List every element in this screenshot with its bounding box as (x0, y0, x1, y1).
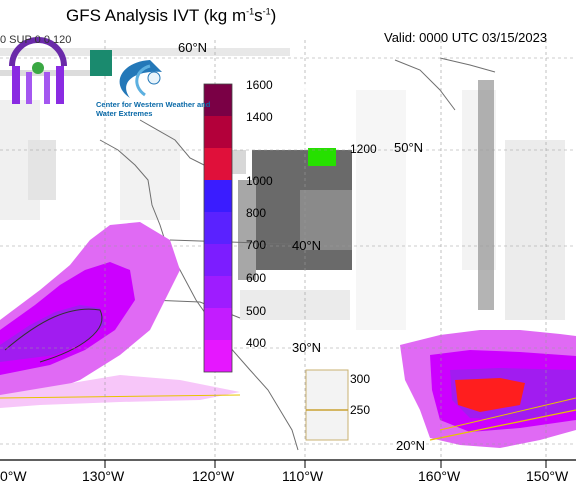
artifact-block (120, 130, 180, 220)
colorbar-swatch (204, 212, 232, 244)
logo-wave (135, 64, 151, 97)
lon-label-150w: 150°W (526, 468, 569, 484)
artifact-block (232, 150, 246, 174)
logo-arc (9, 37, 67, 67)
contour-yellow (429, 409, 576, 441)
lon-label-110w: 110°W (282, 468, 324, 484)
logo-org-name: Center for Western Weather and Water Ext… (96, 100, 211, 118)
artifact-block (478, 80, 494, 310)
lat-label-30n: 30°N (292, 340, 322, 355)
title-text: s (254, 6, 263, 25)
colorbar-tick-700: 700 (246, 238, 267, 252)
lon-label-160w: 160°W (418, 468, 461, 484)
green-marker (308, 148, 336, 166)
lon-label-120w: 120°W (192, 468, 235, 484)
colorbar-tick-800: 800 (246, 206, 267, 220)
lower-colorbar-box (305, 369, 349, 441)
colorbar-swatch (204, 244, 232, 276)
ivt-high (455, 378, 525, 412)
lon-label-130w: 130°W (82, 468, 125, 484)
title-superscript: -1 (262, 6, 271, 17)
ivt-contour (4, 308, 103, 363)
border-line (439, 57, 496, 73)
corner-label: 0 SUP 0 0 120 (0, 34, 72, 46)
colorbar-swatch (204, 180, 232, 212)
colorbar-swatch (204, 276, 232, 308)
ivt-plume-west (0, 222, 241, 408)
logo-bar (44, 72, 50, 104)
logo-bar (26, 72, 32, 104)
lon-label-140w: 0°W (0, 468, 27, 484)
title-text: ) (270, 6, 277, 25)
lat-label-40n: 40°N (292, 238, 322, 253)
artifact-block (356, 90, 406, 330)
border-line (139, 119, 211, 169)
colorbar-swatch (204, 340, 232, 372)
logo-wave (119, 60, 162, 98)
map-title: GFS Analysis IVT (kg m-1s-1) (66, 6, 276, 26)
lat-label-60n: 60°N (178, 40, 208, 55)
ivt-250 (0, 375, 240, 408)
colorbar-tick-1600: 1600 (246, 78, 273, 92)
contour-yellow (0, 394, 241, 399)
colorbar-tick-1000: 1000 (246, 174, 273, 188)
colorbar-tick-1200: 1200 (350, 142, 377, 156)
colorbar-swatch (204, 148, 232, 180)
cw3e-logo (90, 50, 162, 98)
artifact-block (505, 140, 565, 320)
map-background (0, 40, 576, 487)
coastline-west (99, 139, 299, 451)
logo-block (90, 50, 112, 76)
artifact-block (28, 140, 56, 200)
logo-leaf (32, 62, 44, 74)
lat-label-50n: 50°N (394, 140, 424, 155)
colorbar-tick-600: 600 (246, 271, 267, 285)
ivt-plume-east (400, 330, 576, 448)
colorbar-swatch (204, 116, 232, 148)
artifact-band (240, 290, 350, 320)
colorbar-swatch (204, 308, 232, 340)
logo-bar (56, 66, 64, 104)
lat-label-20n: 20°N (396, 438, 426, 453)
contour-yellow (439, 397, 576, 431)
logo-bar (12, 66, 20, 104)
colorbar-tick-300: 300 (350, 372, 371, 386)
colorbar-tick-250: 250 (350, 403, 371, 417)
artifact-block (238, 180, 256, 280)
colorbar-tick-400: 400 (246, 336, 267, 350)
logos (9, 37, 162, 104)
valid-time: Valid: 0000 UTC 03/15/2023 (384, 30, 548, 45)
map-frame (0, 459, 576, 468)
title-text: GFS Analysis IVT (kg m (66, 6, 247, 25)
colorbar (203, 83, 348, 373)
colorbar-outline (203, 83, 233, 373)
colorbar-label-bg (238, 84, 348, 92)
university-logo (9, 37, 67, 104)
coastline-north (394, 59, 456, 111)
colorbar-tick-1400: 1400 (246, 110, 273, 124)
colorbar-swatch (204, 84, 232, 116)
title-superscript: -1 (246, 6, 255, 17)
artifact-band (0, 48, 290, 56)
logo-dot (147, 71, 161, 85)
colorbar-tick-500: 500 (246, 304, 267, 318)
dark-block (300, 190, 352, 250)
